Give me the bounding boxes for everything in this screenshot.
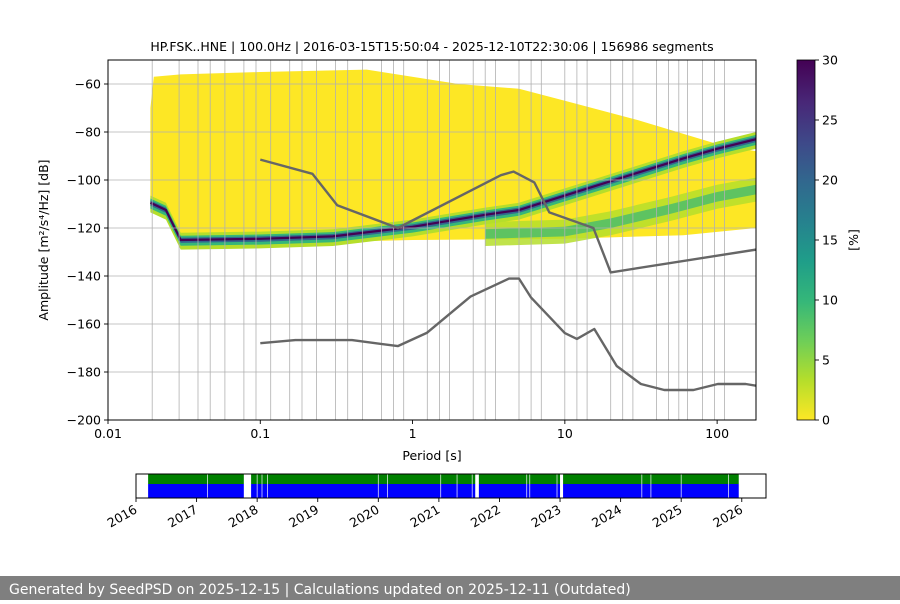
colorbar-tick-label: 30	[822, 53, 838, 68]
y-axis: −60 −80 −100 −120 −140 −160 −180 −200	[67, 77, 108, 428]
colorbar: 0 5 10 15 20 25 30 [%]	[796, 53, 861, 428]
year-tick-label: 2016	[104, 502, 139, 531]
y-tick-label: −140	[67, 269, 101, 284]
y-tick-label: −60	[75, 77, 101, 92]
year-tick-label: 2026	[710, 502, 745, 531]
colorbar-ticks: 0 5 10 15 20 25 30	[815, 53, 838, 428]
year-tick-label: 2025	[650, 502, 685, 531]
psd-plot-area: NHNMNLNM	[108, 60, 756, 420]
y-tick-label: −120	[67, 221, 101, 236]
year-tick-label: 2024	[589, 502, 624, 531]
x-tick-label: 0.01	[94, 426, 122, 441]
availability-outage	[560, 474, 564, 498]
period-gridlines	[108, 60, 756, 420]
colorbar-tick-label: 20	[822, 173, 838, 188]
year-tick-label: 2019	[286, 502, 321, 531]
availability-bars	[148, 474, 739, 498]
year-tick-label: 2022	[468, 502, 503, 531]
colorbar-tick-label: 10	[822, 293, 838, 308]
y-tick-label: −160	[67, 317, 101, 332]
timeline-year-labels: 2016 2017 2018 2019 2020 2021 2022 2023 2024 2025…	[104, 498, 745, 531]
y-axis-label: Amplitude [m²/s⁴/Hz] [dB]	[36, 159, 51, 320]
psd-figure: HP.FSK..HNE | 100.0Hz | 2016-03-15T15:50…	[36, 39, 861, 531]
y-tick-label: −200	[67, 413, 101, 428]
noise-model-nlnm: NLNM	[260, 277, 756, 392]
x-axis-label: Period [s]	[402, 448, 461, 463]
data-availability-timeline: 2016 2017 2018 2019 2020 2021 2022 2023 2024 2025…	[104, 473, 767, 531]
year-tick-label: 2023	[528, 502, 563, 531]
colorbar-tick-label: 5	[822, 353, 830, 368]
timeline-frame	[135, 473, 767, 499]
x-tick-label: 100	[705, 426, 729, 441]
x-tick-label: 0.1	[250, 426, 270, 441]
year-tick-label: 2017	[165, 502, 200, 531]
y-tick-label: −180	[67, 365, 101, 380]
availability-outage	[243, 474, 252, 498]
availability-bottom-bar	[148, 484, 739, 498]
availability-outage	[475, 474, 479, 498]
y-tick-label: −80	[75, 125, 101, 140]
plot-frame	[107, 59, 757, 421]
psd-density-mid	[150, 134, 756, 246]
footer-text: Generated by SeedPSD on 2025-12-15 | Cal…	[9, 582, 631, 598]
colorbar-tick-label: 25	[822, 113, 838, 128]
colorbar-label: [%]	[846, 229, 861, 251]
x-tick-label: 1	[409, 426, 417, 441]
colorbar-tick-label: 0	[822, 413, 830, 428]
year-tick-label: 2018	[226, 502, 261, 531]
y-tick-label: −100	[67, 173, 101, 188]
colorbar-tick-label: 15	[822, 233, 838, 248]
availability-top-bar	[148, 474, 739, 484]
psd-density-high	[150, 136, 756, 243]
noise-model-curves: NHNMNLNM	[259, 158, 756, 392]
psd-secondary-core	[485, 184, 756, 239]
noise-model-nhnm: NHNM	[259, 158, 756, 274]
colorbar-gradient	[796, 59, 816, 421]
year-tick-label: 2020	[347, 502, 382, 531]
footer-status-bar: Generated by SeedPSD on 2025-12-15 | Cal…	[0, 576, 900, 600]
chart-title: HP.FSK..HNE | 100.0Hz | 2016-03-15T15:50…	[150, 39, 713, 54]
x-axis: 0.01 0.1 1 10 100	[94, 420, 729, 441]
psd-density-heatmap	[149, 69, 756, 250]
x-tick-label: 10	[557, 426, 573, 441]
year-tick-label: 2021	[407, 502, 442, 531]
